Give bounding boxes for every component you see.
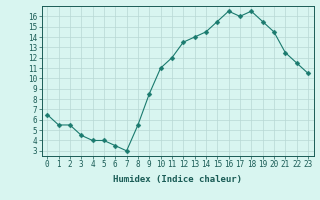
X-axis label: Humidex (Indice chaleur): Humidex (Indice chaleur) xyxy=(113,175,242,184)
